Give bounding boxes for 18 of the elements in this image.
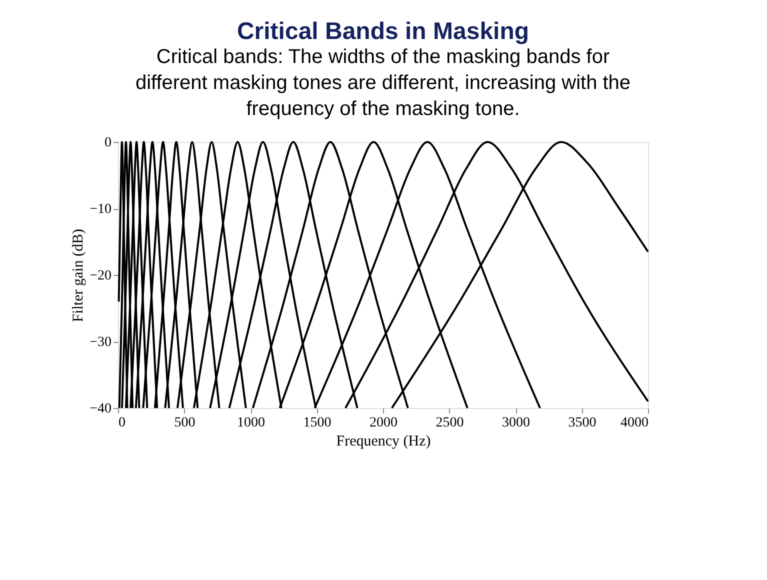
- x-tick-label: 2500: [436, 416, 464, 430]
- y-tick-label: −40: [90, 402, 112, 416]
- y-tick-label: −30: [90, 335, 112, 350]
- x-tick-label: 1500: [303, 416, 332, 430]
- x-tick-label: 0: [118, 416, 126, 430]
- chart-title: Critical Bands in Masking: [236, 18, 530, 45]
- x-tick-label: 1000: [237, 416, 265, 430]
- x-tick-label: 2000: [370, 416, 398, 430]
- x-axis-title: Frequency (Hz): [336, 434, 431, 450]
- y-tick-label: −20: [90, 268, 112, 284]
- x-tick-label: 3000: [502, 416, 530, 430]
- y-axis-title: Filter gain (dB): [70, 228, 87, 322]
- x-tick-label: 3500: [568, 416, 596, 430]
- y-tick-label: 0: [104, 136, 112, 150]
- chart-subtitle: Critical bands: The widths of the masking bands for different masking tones are different, increasing with the frequency of the masking tone.: [135, 46, 631, 120]
- x-tick-label: 500: [174, 416, 196, 430]
- y-tick-label: −10: [90, 202, 112, 217]
- x-tick-label: 4000: [620, 416, 648, 430]
